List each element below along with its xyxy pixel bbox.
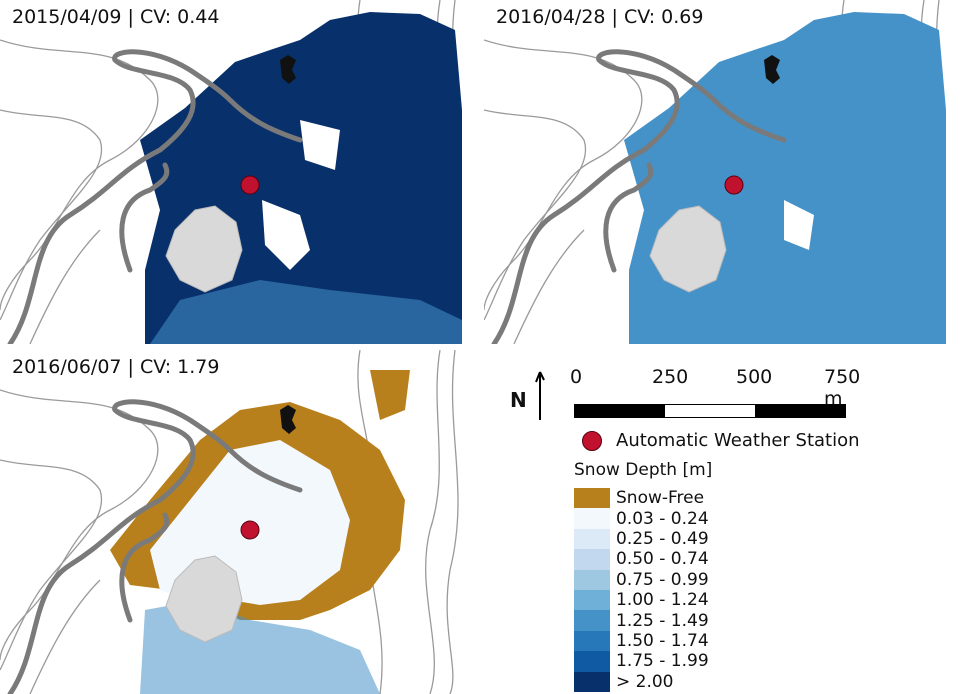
road (603, 162, 654, 273)
contour-line (513, 229, 585, 344)
panel-title: 2016/06/07 | CV: 1.79 (8, 354, 224, 380)
contour-line (446, 350, 459, 694)
legend-swatch (574, 488, 610, 509)
map-panel-2015-04-09: 2015/04/09 | CV: 0.44 (0, 0, 476, 344)
legend-swatch (574, 651, 610, 672)
scale-bar (574, 404, 846, 418)
north-arrow-icon (535, 371, 545, 420)
legend-label: 0.75 - 0.99 (616, 569, 709, 590)
legend-label: > 2.00 (616, 671, 674, 692)
snow-free-patch (300, 120, 340, 170)
legend-label: 1.25 - 1.49 (616, 610, 709, 631)
legend-swatch (574, 528, 610, 550)
road (7, 399, 303, 694)
legend-swatch (574, 671, 610, 692)
legend-item: 0.75 - 0.99 (574, 569, 709, 590)
snow-free-patch (784, 200, 814, 250)
legend-item: 0.03 - 0.24 (574, 508, 709, 529)
legend-label: 0.03 - 0.24 (616, 508, 709, 529)
snow-depth-map (0, 350, 459, 694)
station-legend-label: Automatic Weather Station (616, 430, 860, 451)
legend-item: 1.00 - 1.24 (574, 589, 709, 611)
legend-item: 1.25 - 1.49 (574, 610, 709, 631)
scale-label: 0 (570, 366, 583, 388)
legend-swatch (574, 549, 610, 570)
building-icon (280, 405, 296, 434)
contour-line (0, 459, 103, 671)
map-panel-2016-06-07: 2016/06/07 | CV: 1.79 (0, 350, 476, 694)
lake (649, 205, 727, 293)
scale-labels: 0 250 500 750 m (570, 366, 860, 410)
panel-title: 2016/04/28 | CV: 0.69 (492, 4, 708, 30)
legend-item: 0.25 - 0.49 (574, 528, 709, 550)
legend-item: > 2.00 (574, 671, 709, 692)
legend-item: 0.50 - 0.74 (574, 549, 709, 570)
legend-label: 1.50 - 1.74 (616, 630, 709, 651)
legend-list: Snow-Free 0.03 - 0.24 0.25 - 0.49 0.50 - 0.… (574, 488, 709, 692)
legend-item: 1.75 - 1.99 (574, 651, 709, 672)
legend-item: Snow-Free (574, 488, 709, 509)
map-panel-2016-04-28: 2016/04/28 | CV: 0.69 (484, 0, 960, 344)
legend-item: 1.50 - 1.74 (574, 630, 709, 652)
snow-depth-map (0, 0, 462, 344)
contour-line (484, 39, 643, 311)
lake (165, 555, 243, 643)
weather-station-icon (582, 430, 602, 451)
road (491, 49, 787, 344)
scale-label: 500 (736, 366, 773, 388)
legend-label: 0.25 - 0.49 (616, 528, 709, 549)
legend-label: 1.75 - 1.99 (616, 651, 709, 672)
legend-swatch (574, 589, 610, 611)
legend-title: Snow Depth [m] (574, 460, 713, 480)
weather-station-marker (240, 520, 260, 540)
legend-label: 0.50 - 0.74 (616, 549, 709, 570)
weather-station-marker (240, 175, 260, 195)
contour-line (425, 350, 441, 694)
snow-depth-map (484, 0, 946, 344)
snow-depth-texture (734, 20, 924, 160)
station-legend: Automatic Weather Station (582, 430, 860, 451)
contour-lines (0, 350, 459, 694)
road (7, 49, 303, 344)
building-icon (764, 55, 780, 84)
scale-segment (575, 405, 665, 417)
north-arrow: N (510, 366, 556, 426)
panel-title: 2015/04/09 | CV: 0.44 (8, 4, 224, 30)
snow-free-patch (262, 200, 310, 270)
snow-free-area (370, 370, 410, 420)
legend-area: N 0 250 500 750 m Automatic Weather Stat… (490, 356, 960, 692)
legend-label: 1.00 - 1.24 (616, 590, 709, 611)
scale-segment (754, 405, 845, 417)
contour-line (29, 229, 101, 344)
contour-line (0, 109, 103, 321)
legend-swatch (574, 508, 610, 529)
scale-label: 250 (652, 366, 689, 388)
north-label: N (510, 388, 527, 412)
legend-swatch (574, 630, 610, 652)
scale-segment (664, 405, 755, 417)
contour-line (484, 109, 587, 321)
legend-swatch (574, 569, 610, 590)
lake (165, 205, 243, 293)
weather-station-marker (724, 175, 744, 195)
contour-line (0, 389, 159, 661)
contour-line (29, 579, 101, 694)
contour-line (0, 39, 159, 311)
building-icon (280, 55, 296, 84)
snow-depth-texture (150, 280, 462, 344)
road (119, 162, 170, 273)
road (119, 512, 170, 623)
legend-label: Snow-Free (616, 488, 705, 509)
legend-swatch (574, 610, 610, 631)
